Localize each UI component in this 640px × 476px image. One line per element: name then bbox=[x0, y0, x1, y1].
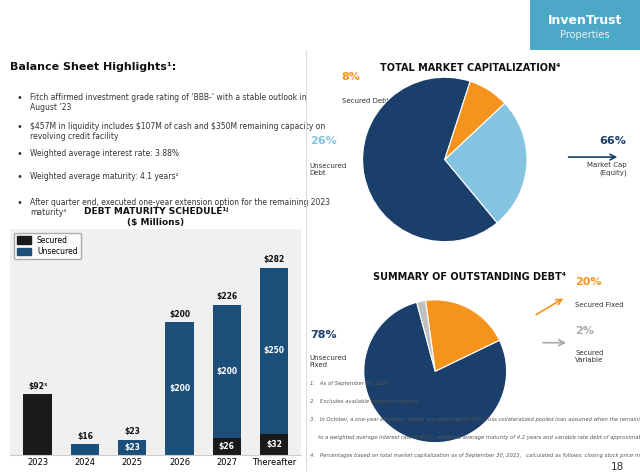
Text: •: • bbox=[16, 149, 22, 159]
Bar bbox=[24, 394, 52, 455]
Text: 2.   Excludes available extension options: 2. Excludes available extension options bbox=[310, 399, 417, 404]
Text: Balance Sheet Highlights¹:: Balance Sheet Highlights¹: bbox=[10, 62, 177, 72]
Text: Weighted average interest rate: 3.88%: Weighted average interest rate: 3.88% bbox=[31, 149, 179, 159]
Text: 3.   In October, a one-year extension option was executed for the cross collater: 3. In October, a one-year extension opti… bbox=[310, 417, 640, 422]
Text: TOTAL MARKET CAPITALIZATION⁴: TOTAL MARKET CAPITALIZATION⁴ bbox=[380, 63, 560, 73]
Text: Secured
Variable: Secured Variable bbox=[575, 349, 604, 363]
Text: 2%: 2% bbox=[575, 326, 594, 337]
Text: Investment Grade Balance Sheet: Investment Grade Balance Sheet bbox=[55, 15, 442, 35]
Bar bbox=[260, 434, 288, 455]
FancyBboxPatch shape bbox=[530, 0, 640, 50]
Wedge shape bbox=[445, 103, 527, 223]
Text: $23: $23 bbox=[124, 427, 140, 436]
Bar bbox=[212, 305, 241, 438]
Text: $200: $200 bbox=[216, 367, 237, 376]
Text: $282: $282 bbox=[264, 255, 285, 264]
Text: $26: $26 bbox=[219, 442, 235, 451]
Text: $32: $32 bbox=[266, 440, 282, 449]
Text: •: • bbox=[16, 122, 22, 132]
Legend: Secured, Unsecured: Secured, Unsecured bbox=[14, 233, 81, 259]
Wedge shape bbox=[445, 81, 505, 159]
Text: •: • bbox=[16, 172, 22, 182]
Bar bbox=[71, 445, 99, 455]
Wedge shape bbox=[426, 300, 499, 371]
Text: 20%: 20% bbox=[575, 277, 602, 287]
Text: $226: $226 bbox=[216, 292, 237, 301]
Text: SUMMARY OF OUTSTANDING DEBT⁴: SUMMARY OF OUTSTANDING DEBT⁴ bbox=[373, 272, 566, 282]
Wedge shape bbox=[417, 300, 435, 371]
Text: $16: $16 bbox=[77, 432, 93, 441]
Text: Market Cap
(Equity): Market Cap (Equity) bbox=[587, 162, 627, 176]
Wedge shape bbox=[364, 302, 507, 443]
Bar bbox=[260, 268, 288, 434]
Text: Weighted average maturity: 4.1 years²: Weighted average maturity: 4.1 years² bbox=[31, 172, 179, 181]
Wedge shape bbox=[363, 77, 497, 242]
Text: $457M in liquidity includes $107M of cash and $350M remaining capacity on
revolv: $457M in liquidity includes $107M of cas… bbox=[31, 122, 326, 141]
Text: •: • bbox=[16, 198, 22, 208]
Text: After quarter end, executed one-year extension option for the remaining 2023
mat: After quarter end, executed one-year ext… bbox=[31, 198, 330, 218]
Text: to a weighted average interest rate of 4.3%, weighted average maturity of 4.2 ye: to a weighted average interest rate of 4… bbox=[310, 435, 640, 440]
Text: 66%: 66% bbox=[600, 136, 627, 146]
Text: Fitch affirmed investment grade rating of ‘BBB-’ with a stable outlook in
August: Fitch affirmed investment grade rating o… bbox=[31, 93, 307, 112]
Text: 78%: 78% bbox=[310, 330, 337, 340]
Circle shape bbox=[18, 15, 38, 35]
Text: Secured Fixed: Secured Fixed bbox=[575, 302, 624, 307]
Text: $23: $23 bbox=[124, 443, 140, 452]
Bar bbox=[165, 322, 194, 455]
Text: 4.   Percentages based on total market capitalization as of September 30, 2023, : 4. Percentages based on total market cap… bbox=[310, 453, 640, 458]
Text: $200: $200 bbox=[169, 310, 190, 319]
Text: 18: 18 bbox=[611, 462, 624, 472]
Text: $200: $200 bbox=[169, 384, 190, 393]
Text: Properties: Properties bbox=[560, 30, 610, 40]
Text: 1.   As of September 30, 2023: 1. As of September 30, 2023 bbox=[310, 381, 388, 386]
Text: •: • bbox=[16, 93, 22, 103]
Title: DEBT MATURITY SCHEDULE¹ʲ
($ Millions): DEBT MATURITY SCHEDULE¹ʲ ($ Millions) bbox=[84, 208, 228, 227]
Bar bbox=[212, 438, 241, 455]
Bar bbox=[118, 440, 147, 455]
Text: Unsecured
Fixed: Unsecured Fixed bbox=[310, 355, 347, 368]
Text: 8%: 8% bbox=[342, 72, 360, 82]
Circle shape bbox=[10, 7, 46, 43]
Text: InvenTrust: InvenTrust bbox=[548, 13, 622, 27]
Text: $250: $250 bbox=[264, 346, 285, 355]
Text: $92³: $92³ bbox=[28, 382, 47, 390]
Text: Unsecured
Debt: Unsecured Debt bbox=[310, 163, 347, 176]
Text: 26%: 26% bbox=[310, 136, 337, 146]
Circle shape bbox=[14, 11, 42, 39]
Text: Secured Debt: Secured Debt bbox=[342, 98, 389, 104]
